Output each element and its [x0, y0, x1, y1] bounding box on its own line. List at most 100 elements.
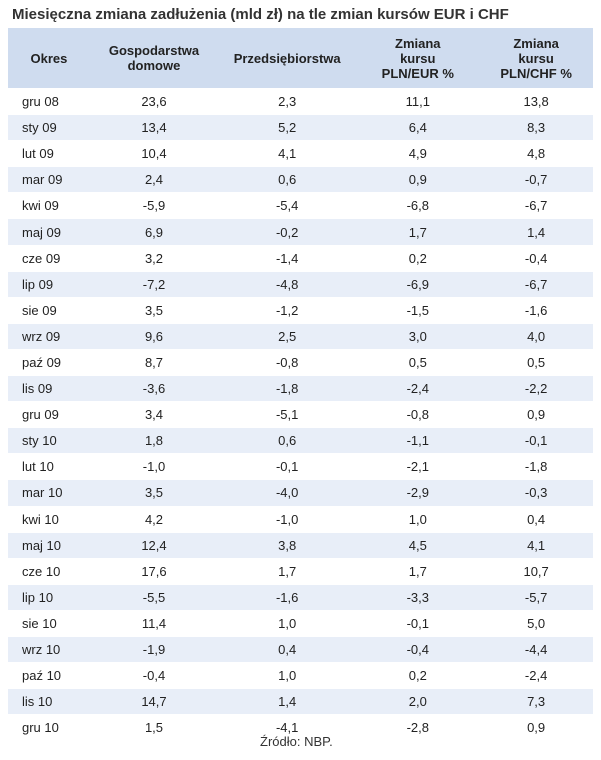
period-cell: lis 09 [8, 375, 90, 402]
value-cell: -1,8 [479, 453, 593, 480]
value-cell: 11,1 [356, 87, 480, 115]
column-header: Przedsiębiorstwa [218, 28, 357, 89]
value-cell: 0,9 [479, 714, 593, 741]
table-row: lut 09 10,4 4,1 4,9 4,8 [8, 140, 593, 167]
column-header: Okres [8, 28, 90, 89]
value-cell: -0,1 [479, 427, 593, 454]
value-cell: -0,8 [356, 401, 480, 428]
period-cell: sie 10 [8, 609, 90, 637]
table-row: lis 09 -3,6 -1,8 -2,4 -2,2 [8, 375, 593, 402]
table-row: wrz 09 9,6 2,5 3,0 4,0 [8, 322, 593, 350]
value-cell: 13,8 [479, 87, 593, 115]
value-cell: 4,5 [356, 531, 480, 559]
value-cell: -3,3 [356, 583, 480, 611]
value-cell: -4,4 [479, 635, 593, 663]
value-cell: 2,4 [89, 166, 219, 193]
period-cell: sty 09 [8, 114, 90, 141]
column-header: Gospodarstwa domowe [89, 28, 219, 89]
value-cell: -1,6 [479, 296, 593, 324]
value-cell: 8,3 [479, 114, 593, 141]
period-cell: paź 09 [8, 348, 90, 376]
value-cell: -6,7 [479, 192, 593, 219]
value-cell: 23,6 [89, 87, 219, 115]
table-body: gru 08 23,6 2,3 11,1 13,8 sty 09 13,4 5,2 6,4 8,3… [8, 87, 593, 741]
value-cell: 4,1 [479, 531, 593, 559]
period-cell: kwi 09 [8, 192, 90, 219]
column-header-line: Zmiana [395, 35, 441, 51]
value-cell: 10,7 [479, 557, 593, 585]
value-cell: 0,6 [218, 166, 357, 193]
header-row: Okres Gospodarstwa domowe Przedsiębiorstwa Z… [8, 28, 593, 89]
table-row: gru 10 1,5 -4,1 -2,8 0,9 [8, 714, 593, 741]
value-cell: -5,5 [89, 583, 219, 611]
value-cell: -0,8 [218, 348, 357, 376]
value-cell: -2,9 [356, 479, 480, 506]
value-cell: 4,1 [218, 140, 357, 167]
table-row: maj 09 6,9 -0,2 1,7 1,4 [8, 218, 593, 246]
value-cell: 4,9 [356, 140, 480, 167]
value-cell: -1,0 [89, 453, 219, 480]
value-cell: 0,9 [479, 401, 593, 428]
value-cell: 5,0 [479, 609, 593, 637]
table-row: sty 09 13,4 5,2 6,4 8,3 [8, 114, 593, 141]
value-cell: 3,5 [89, 296, 219, 324]
period-cell: paź 10 [8, 662, 90, 689]
value-cell: -4,1 [218, 714, 357, 741]
value-cell: 0,5 [356, 348, 480, 376]
table-row: gru 08 23,6 2,3 11,1 13,8 [8, 87, 593, 115]
value-cell: -0,2 [218, 218, 357, 246]
value-cell: 1,0 [356, 505, 480, 533]
period-cell: wrz 10 [8, 635, 90, 663]
value-cell: -5,4 [218, 192, 357, 219]
value-cell: -2,4 [479, 662, 593, 689]
value-cell: -0,1 [356, 609, 480, 637]
column-header-line: Okres [30, 50, 68, 66]
value-cell: 1,7 [218, 557, 357, 585]
value-cell: -0,1 [218, 453, 357, 480]
column-header-line: PLN/CHF % [500, 65, 572, 81]
value-cell: -0,4 [89, 662, 219, 689]
table-row: sie 10 11,4 1,0 -0,1 5,0 [8, 609, 593, 637]
value-cell: -0,3 [479, 479, 593, 506]
value-cell: -1,2 [218, 296, 357, 324]
value-cell: -6,9 [356, 270, 480, 298]
value-cell: -1,0 [218, 505, 357, 533]
period-cell: lut 09 [8, 140, 90, 167]
column-header-line: kursu [400, 50, 436, 66]
period-cell: sty 10 [8, 427, 90, 454]
period-cell: mar 10 [8, 479, 90, 506]
value-cell: 0,5 [479, 348, 593, 376]
column-header-line: Gospodarstwa [108, 43, 200, 58]
value-cell: 4,0 [479, 322, 593, 350]
value-cell: 0,6 [218, 427, 357, 454]
value-cell: 2,5 [218, 322, 357, 350]
value-cell: 1,0 [218, 609, 357, 637]
value-cell: 13,4 [89, 114, 219, 141]
table-row: mar 10 3,5 -4,0 -2,9 -0,3 [8, 479, 593, 506]
period-cell: lip 10 [8, 583, 90, 611]
value-cell: -6,7 [479, 270, 593, 298]
period-cell: cze 10 [8, 557, 90, 585]
table-row: cze 10 17,6 1,7 1,7 10,7 [8, 557, 593, 585]
column-header-line: PLN/EUR % [381, 65, 454, 81]
value-cell: -4,0 [218, 479, 357, 506]
value-cell: 1,4 [479, 218, 593, 246]
table-row: mar 09 2,4 0,6 0,9 -0,7 [8, 166, 593, 193]
value-cell: 3,2 [89, 244, 219, 272]
value-cell: 3,5 [89, 479, 219, 506]
source-note: Źródło: NBP. [260, 734, 333, 749]
value-cell: 1,7 [356, 557, 480, 585]
value-cell: -1,1 [356, 427, 480, 454]
period-cell: cze 09 [8, 244, 90, 272]
table-row: sie 09 3,5 -1,2 -1,5 -1,6 [8, 296, 593, 324]
value-cell: 6,4 [356, 114, 480, 141]
value-cell: 0,2 [356, 662, 480, 689]
column-header: Zmiana kursu PLN/CHF % [479, 28, 593, 89]
value-cell: -2,4 [356, 375, 480, 402]
value-cell: 0,2 [356, 244, 480, 272]
period-cell: sie 09 [8, 296, 90, 324]
value-cell: -1,9 [89, 635, 219, 663]
table-row: lut 10 -1,0 -0,1 -2,1 -1,8 [8, 453, 593, 480]
table-row: paź 09 8,7 -0,8 0,5 0,5 [8, 348, 593, 376]
period-cell: maj 09 [8, 218, 90, 246]
